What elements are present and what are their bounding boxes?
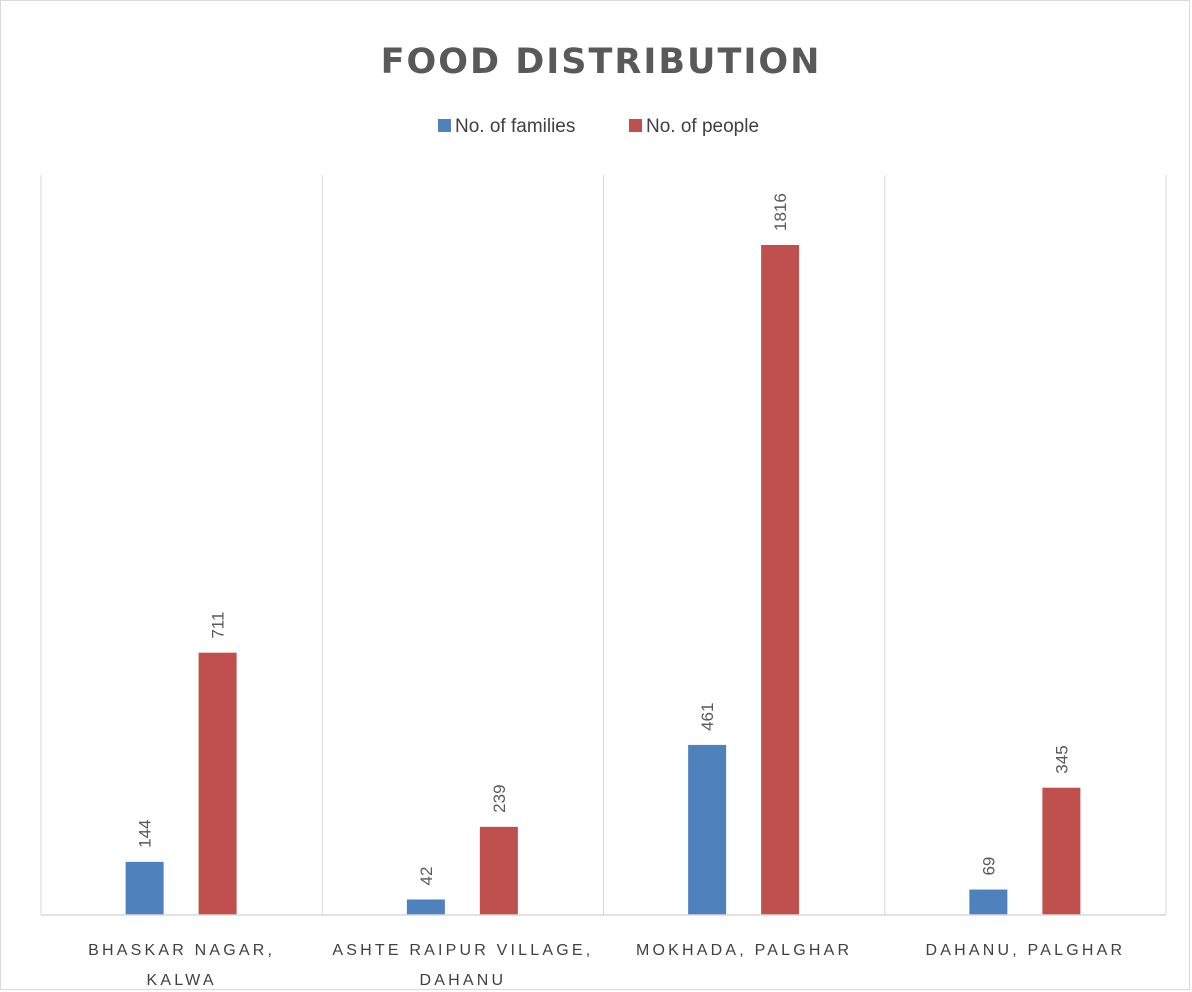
category-label: DAHANU xyxy=(419,972,506,989)
data-labels: 144 711 42 239 461 1816 69 345 xyxy=(136,193,1072,885)
legend-item-people: No. of people xyxy=(629,116,759,137)
data-label: 144 xyxy=(136,819,155,847)
gridlines xyxy=(40,175,1167,915)
bar-families xyxy=(688,744,727,915)
legend: No. of families No. of people xyxy=(438,116,759,137)
data-label: 345 xyxy=(1052,745,1071,773)
legend-label-families: No. of families xyxy=(455,116,575,137)
category-label: ASHTE RAIPUR VILLAGE, xyxy=(332,942,593,959)
bar-people xyxy=(761,245,800,915)
data-label: 1816 xyxy=(771,193,790,231)
category-label: DAHANU, PALGHAR xyxy=(926,942,1126,959)
legend-item-families: No. of families xyxy=(438,116,575,137)
bar-people xyxy=(479,826,518,915)
chart-title: FOOD DISTRIBUTION xyxy=(381,42,822,82)
category-label: MOKHADA, PALGHAR xyxy=(636,942,852,959)
legend-swatch-people xyxy=(629,119,642,132)
bars xyxy=(125,245,1081,915)
bar-people xyxy=(1042,787,1081,915)
data-label: 711 xyxy=(209,612,228,639)
legend-swatch-families xyxy=(438,119,451,132)
legend-label-people: No. of people xyxy=(646,116,759,137)
bar-families xyxy=(406,899,445,915)
data-label: 239 xyxy=(490,784,509,812)
bar-people xyxy=(198,652,237,915)
category-label: BHASKAR NAGAR, xyxy=(88,942,275,959)
data-label: 42 xyxy=(417,867,436,886)
data-label: 69 xyxy=(979,857,998,876)
category-labels: BHASKAR NAGAR, KALWA ASHTE RAIPUR VILLAGE,… xyxy=(88,942,1126,989)
category-label: KALWA xyxy=(147,972,217,989)
bar-families xyxy=(125,861,164,915)
data-label: 461 xyxy=(698,703,717,731)
bar-families xyxy=(969,889,1008,915)
